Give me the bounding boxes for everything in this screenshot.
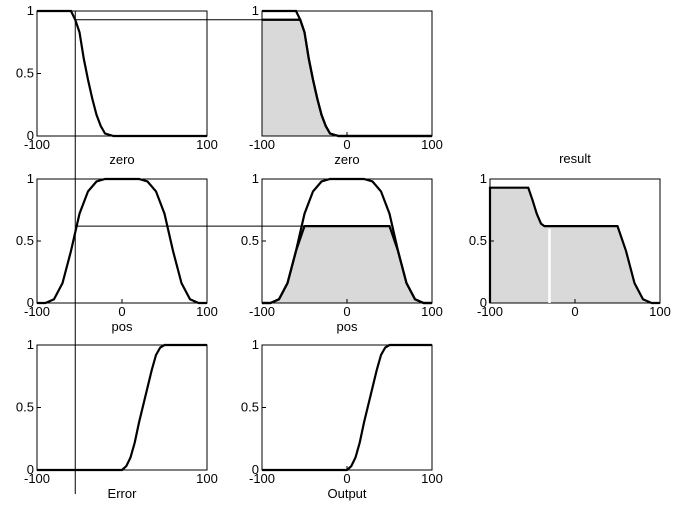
membership-curve-error-pos-2	[37, 343, 207, 472]
y-tick-label-output-pos-2: 0	[252, 462, 259, 477]
membership-curve-output-pos-2	[262, 343, 432, 472]
x-tick-label-error-pos: -100	[24, 304, 50, 319]
y-tick-label-output-pos-2: 0.5	[241, 400, 259, 415]
panel-label-error-zero: zero	[109, 152, 134, 167]
fill-area-output-zero	[262, 19, 432, 136]
panel-label-error-pos-2: Error	[108, 486, 138, 501]
x-tick-label-result: -100	[477, 304, 503, 319]
x-tick-label-error-pos: 100	[196, 304, 218, 319]
y-tick-label-error-zero: 0.5	[16, 66, 34, 81]
axes-box-error-zero	[36, 10, 208, 137]
x-tick-label-result: 0	[571, 304, 578, 319]
y-tick-label-error-zero: 0	[27, 128, 34, 143]
x-tick-label-output-zero: 100	[421, 137, 443, 152]
y-tick-label-error-zero: 1	[27, 3, 34, 18]
y-tick-label-result: 0	[480, 295, 487, 310]
panel-label-error-pos: pos	[112, 319, 133, 334]
axes-box-error-pos-2	[36, 344, 208, 471]
y-tick-label-result: 0.5	[469, 233, 487, 248]
y-tick-label-error-pos-2: 0	[27, 462, 34, 477]
fill-area-output-pos	[262, 226, 432, 303]
panel-output-zero: 1 -100 0 100 zero	[249, 3, 443, 167]
panel-label-output-pos: pos	[337, 319, 358, 334]
x-tick-label-error-pos-2: 100	[196, 471, 218, 486]
panel-error-zero: 0 0.5 1 -100 100 zero	[16, 3, 218, 167]
y-tick-label-output-pos: 1	[252, 171, 259, 186]
x-tick-label-output-pos-2: -100	[249, 471, 275, 486]
y-tick-label-error-pos: 0	[27, 295, 34, 310]
x-tick-label-output-pos-2: 100	[421, 471, 443, 486]
axes-box-output-pos-2	[261, 344, 433, 471]
x-tick-label-result: 100	[649, 304, 671, 319]
y-tick-label-error-pos: 1	[27, 171, 34, 186]
panel-output-pos: 0.5 1 -100 0 100 pos	[241, 171, 443, 334]
x-tick-label-output-pos: 0	[343, 304, 350, 319]
membership-curve-error-pos	[37, 177, 207, 305]
panel-label-output-zero: zero	[334, 152, 359, 167]
x-tick-label-output-pos: -100	[249, 304, 275, 319]
x-tick-label-output-zero: 0	[343, 137, 350, 152]
fill-area-result	[490, 187, 660, 303]
y-tick-label-output-pos-2: 1	[252, 337, 259, 352]
y-tick-label-output-zero: 1	[252, 3, 259, 18]
y-tick-label-output-pos: 0.5	[241, 233, 259, 248]
x-tick-label-output-pos-2: 0	[343, 471, 350, 486]
membership-curve-output-zero	[262, 9, 432, 138]
membership-curve-error-zero	[37, 9, 207, 138]
membership-curve-result	[488, 186, 660, 305]
panel-label-result: result	[559, 151, 591, 166]
x-tick-label-error-zero: -100	[24, 137, 50, 152]
x-tick-label-error-pos-2: -100	[24, 471, 50, 486]
y-tick-label-error-pos-2: 1	[27, 337, 34, 352]
panel-label-output-pos-2: Output	[327, 486, 366, 501]
y-tick-label-error-pos: 0.5	[16, 233, 34, 248]
panel-error-pos-2: 0 0.5 1 -100 100 Error	[16, 337, 218, 501]
x-tick-label-error-pos: 0	[118, 304, 125, 319]
x-tick-label-output-pos: 100	[421, 304, 443, 319]
y-tick-label-error-pos-2: 0.5	[16, 400, 34, 415]
x-tick-label-output-zero: -100	[249, 137, 275, 152]
y-tick-label-result: 1	[480, 171, 487, 186]
x-tick-label-error-zero: 100	[196, 137, 218, 152]
